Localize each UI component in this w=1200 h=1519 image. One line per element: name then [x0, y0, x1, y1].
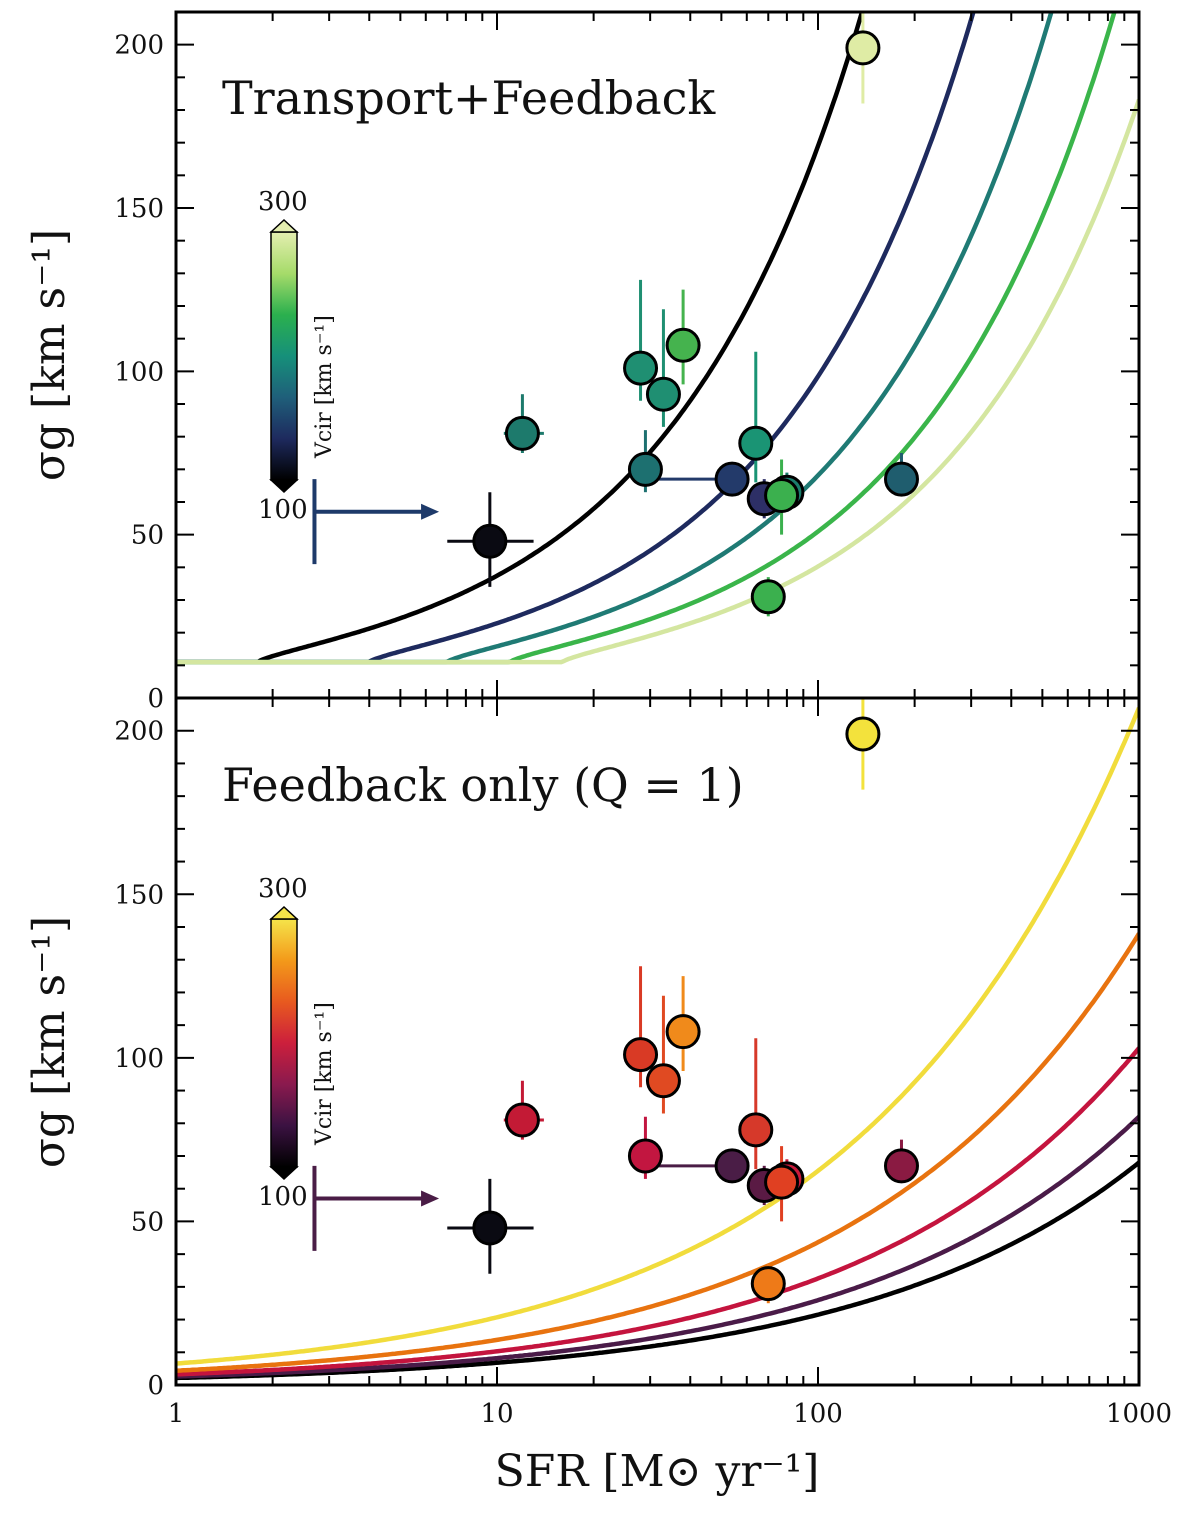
bottom-data-point [645, 1063, 681, 1099]
top-ytick-label: 200 [114, 31, 164, 61]
bottom-colorbar-min-label: 100 [258, 1182, 308, 1212]
bottom-data-point [845, 716, 881, 752]
bottom-data-point [738, 1112, 774, 1148]
top-colorbar-bar [270, 231, 298, 481]
bottom-limit [312, 1165, 440, 1251]
top-curve-vcir-300 [176, 98, 1139, 665]
bottom-data-point [883, 1148, 919, 1184]
top-curves [176, 12, 1139, 665]
bottom-curve-vcir-100 [176, 1160, 1139, 1381]
top-data-point [845, 30, 881, 66]
bottom-curve-vcir-250 [176, 932, 1139, 1373]
top-ytick-label: 50 [131, 521, 164, 551]
bottom-data-point [504, 1102, 540, 1138]
top-data-point [714, 461, 750, 497]
xtick-label-1: 1 [168, 1399, 185, 1429]
bottom-frame [174, 696, 1141, 1387]
bottom-ytick-label: 50 [131, 1207, 164, 1237]
top-data-point [623, 350, 659, 386]
bottom-ytick-label: 0 [147, 1371, 164, 1401]
xtick-label-100: 100 [793, 1399, 843, 1429]
bottom-data-point [627, 1138, 663, 1174]
bottom-colorbar-extend-max [269, 905, 299, 920]
top-data-point [472, 523, 508, 559]
bottom-colorbar-max-label: 300 [258, 874, 308, 904]
bottom-data-point [750, 1266, 786, 1302]
bottom-data-point [714, 1148, 750, 1184]
top-colorbar-extend-max [269, 218, 299, 233]
xtick-label-1000: 1000 [1106, 1399, 1172, 1429]
bottom-curve-vcir-150 [176, 1115, 1139, 1379]
bottom-curve-vcir-300 [176, 706, 1139, 1366]
bottom-ytick-label: 150 [114, 880, 164, 910]
bottom-colorbar: 300 100 Vcir [km s⁻¹] [258, 874, 337, 1212]
bottom-limit-arrow-head [421, 1190, 440, 1207]
top-panel-title: Transport+Feedback [222, 71, 716, 125]
top-colorbar-min-label: 100 [258, 495, 308, 525]
top-data-point [883, 461, 919, 497]
top-ytick-label: 150 [114, 194, 164, 224]
bottom-panel-title: Feedback only (Q = 1) [222, 758, 744, 812]
top-data-point [627, 451, 663, 487]
top-colorbar: 300 100 Vcir [km s⁻¹] [258, 187, 337, 525]
bottom-data-point [665, 1014, 701, 1050]
bottom-ytick-labels: 0 50 100 150 200 [114, 717, 164, 1401]
panel-top: 0 50 100 150 200 Transport+Feedback 300 100 … [114, 10, 1141, 714]
bottom-data-point [623, 1037, 659, 1073]
top-limit [312, 479, 440, 565]
top-colorbar-extend-min [269, 479, 299, 494]
top-limit-arrow-head [421, 503, 440, 520]
top-ytick-label: 100 [114, 357, 164, 387]
bottom-curve-vcir-200 [176, 1046, 1139, 1377]
x-axis-title: SFR [M⊙ yr⁻¹] [495, 1446, 820, 1497]
bottom-points [472, 716, 919, 1302]
top-data-point [738, 425, 774, 461]
bottom-colorbar-bar [270, 918, 298, 1168]
bottom-ytick-label: 200 [114, 717, 164, 747]
top-data-point [750, 579, 786, 615]
top-points [472, 30, 919, 615]
top-data-point [764, 477, 800, 513]
top-data-point [645, 376, 681, 412]
bottom-colorbar-extend-min [269, 1166, 299, 1181]
bottom-data-point [764, 1164, 800, 1200]
bottom-data-point [472, 1210, 508, 1246]
top-data-point [665, 327, 701, 363]
bottom-ytick-label: 100 [114, 1044, 164, 1074]
xtick-label-10: 10 [480, 1399, 513, 1429]
bottom-curves [176, 706, 1139, 1381]
top-curve-vcir-100 [176, 12, 865, 665]
top-colorbar-title: Vcir [km s⁻¹] [312, 315, 337, 459]
top-y-axis-title: σg [km s⁻¹] [24, 229, 75, 481]
panel-bottom: 0 50 100 150 200 Feedback only (Q = 1) 300 1… [114, 696, 1141, 1401]
bottom-y-axis-title: σg [km s⁻¹] [24, 916, 75, 1168]
top-data-point [504, 415, 540, 451]
top-ytick-label: 0 [147, 684, 164, 714]
bottom-colorbar-title: Vcir [km s⁻¹] [312, 1002, 337, 1146]
top-colorbar-max-label: 300 [258, 187, 308, 217]
top-ytick-labels: 0 50 100 150 200 [114, 31, 164, 714]
xtick-labels: 1 10 100 1000 [168, 1399, 1172, 1429]
